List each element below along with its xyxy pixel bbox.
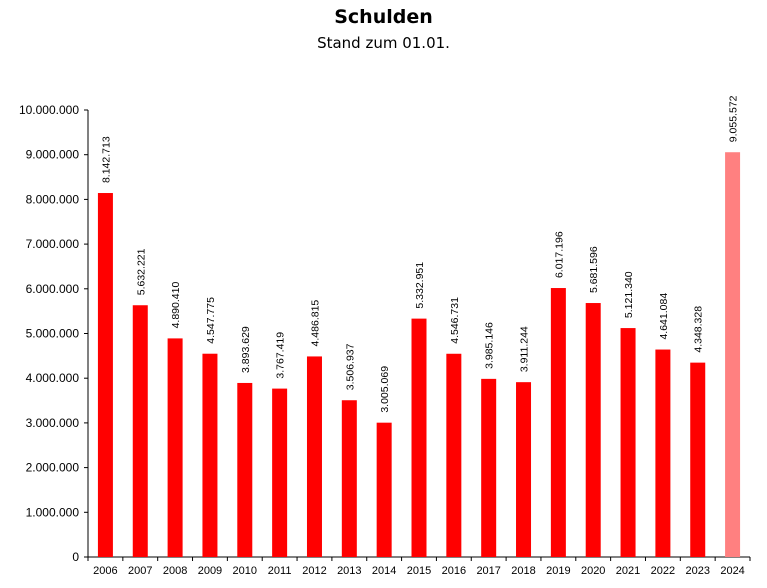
- x-tick-label: 2009: [198, 565, 222, 577]
- bar-2013: [341, 400, 357, 557]
- bar-series: [97, 152, 741, 557]
- data-label: 4.641.084: [658, 293, 670, 340]
- bar-2021: [620, 328, 636, 557]
- x-tick-label: 2024: [720, 565, 744, 577]
- bar-2023: [690, 362, 706, 557]
- y-tick-label: 8.000.000: [26, 192, 80, 206]
- bar-2016: [446, 353, 462, 557]
- data-label: 4.547.775: [205, 297, 217, 344]
- x-tick-label: 2011: [268, 565, 292, 577]
- x-tick-label: 2008: [163, 565, 187, 577]
- y-tick-label: 10.000.000: [19, 103, 79, 117]
- chart-subtitle: Stand zum 01.01.: [317, 34, 450, 52]
- y-tick-label: 5.000.000: [26, 327, 80, 341]
- data-label: 3.506.937: [344, 343, 356, 390]
- data-label: 8.142.713: [100, 136, 112, 183]
- bar-2024: [725, 152, 741, 557]
- data-label: 4.486.815: [309, 300, 321, 347]
- chart-title: Schulden: [334, 6, 433, 28]
- x-tick-label: 2019: [546, 565, 570, 577]
- data-label: 5.121.340: [623, 271, 635, 318]
- data-label: 6.017.196: [553, 231, 565, 278]
- y-tick-label: 3.000.000: [26, 416, 80, 430]
- x-tick-label: 2007: [128, 565, 152, 577]
- x-tick-label: 2015: [407, 565, 431, 577]
- bar-2017: [481, 378, 497, 557]
- bar-2018: [516, 382, 532, 557]
- y-tick-label: 2.000.000: [26, 461, 80, 475]
- x-tick-label: 2013: [337, 565, 361, 577]
- x-tick-label: 2016: [442, 565, 466, 577]
- x-tick-label: 2020: [581, 565, 605, 577]
- x-tick-label: 2010: [233, 565, 257, 577]
- bar-2014: [376, 422, 392, 557]
- data-label: 3.767.419: [275, 332, 287, 379]
- x-tick-label: 2017: [476, 565, 500, 577]
- bar-2020: [585, 303, 601, 557]
- x-tick-label: 2014: [372, 565, 396, 577]
- bar-2022: [655, 349, 671, 557]
- bar-2007: [132, 305, 148, 557]
- bar-2009: [202, 353, 218, 557]
- x-tick-label: 2006: [93, 565, 117, 577]
- y-tick-label: 9.000.000: [26, 148, 80, 162]
- data-label: 4.348.328: [693, 306, 705, 353]
- bar-2010: [237, 382, 253, 557]
- data-label: 3.985.146: [484, 322, 496, 369]
- y-tick-label: 7.000.000: [26, 237, 80, 251]
- data-label: 4.890.410: [170, 282, 182, 329]
- data-label: 5.632.221: [135, 248, 147, 295]
- data-label: 3.893.629: [240, 326, 252, 373]
- chart-axes: 0 1.000.000 2.000.000 3.000.000 4.000.000 5.0…: [19, 103, 751, 577]
- data-labels: 8.142.713 5.632.221 4.890.410 4.547.775 3.89…: [100, 95, 739, 412]
- bar-2006: [97, 193, 113, 557]
- bar-2011: [272, 388, 288, 557]
- x-tick-label: 2012: [302, 565, 326, 577]
- bar-2008: [167, 338, 183, 557]
- data-label: 3.911.244: [519, 326, 531, 372]
- y-tick-label: 6.000.000: [26, 282, 80, 296]
- bar-2019: [550, 288, 566, 557]
- x-tick-label: 2023: [685, 565, 709, 577]
- y-tick-label: 4.000.000: [26, 371, 80, 385]
- data-label: 5.332.951: [414, 262, 426, 309]
- data-label: 5.681.596: [588, 246, 600, 293]
- bar-2015: [411, 318, 427, 557]
- x-tick-label: 2018: [511, 565, 535, 577]
- x-tick-label: 2021: [616, 565, 640, 577]
- data-label: 4.546.731: [449, 297, 461, 344]
- y-tick-label: 0: [72, 550, 79, 564]
- data-label: 3.005.069: [379, 366, 391, 413]
- x-tick-label: 2022: [651, 565, 675, 577]
- y-tick-label: 1.000.000: [26, 505, 80, 519]
- data-label: 9.055.572: [728, 95, 740, 142]
- bar-2012: [306, 356, 322, 557]
